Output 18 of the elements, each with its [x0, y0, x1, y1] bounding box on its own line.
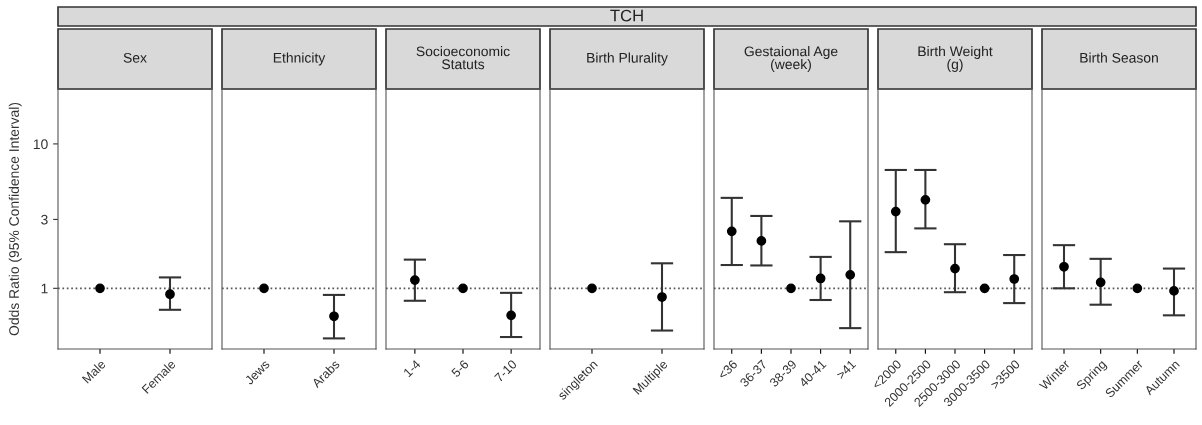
chart-title: Birth Plurality — [587, 52, 668, 66]
x-tick-label: 1-4 — [403, 359, 422, 378]
x-tick-label: 7-10 — [494, 359, 518, 383]
x-tick-label: 5-6 — [450, 359, 470, 378]
chart-title: Gestaional Age (week) — [744, 46, 838, 72]
chart-title: Birth Weight (g) — [918, 46, 993, 72]
y-tick-label: 10 — [33, 139, 48, 150]
x-tick-label: <36 — [717, 359, 738, 380]
chart-title: Birth Season — [1080, 52, 1158, 63]
x-tick-label: >41 — [836, 359, 857, 380]
y-axis-title: Odds Ratio (95% Confidence Interval) — [8, 102, 22, 336]
chart-title: Sex — [123, 52, 147, 63]
y-tick-label: 1 — [41, 283, 48, 294]
text: TCH — [610, 9, 643, 22]
chart-title: Socioeconomic Statuts — [416, 46, 510, 70]
y-tick-label: 3 — [41, 214, 48, 225]
x-tick-label: Male — [81, 359, 107, 384]
chart-title: Ethnicity — [273, 52, 326, 66]
